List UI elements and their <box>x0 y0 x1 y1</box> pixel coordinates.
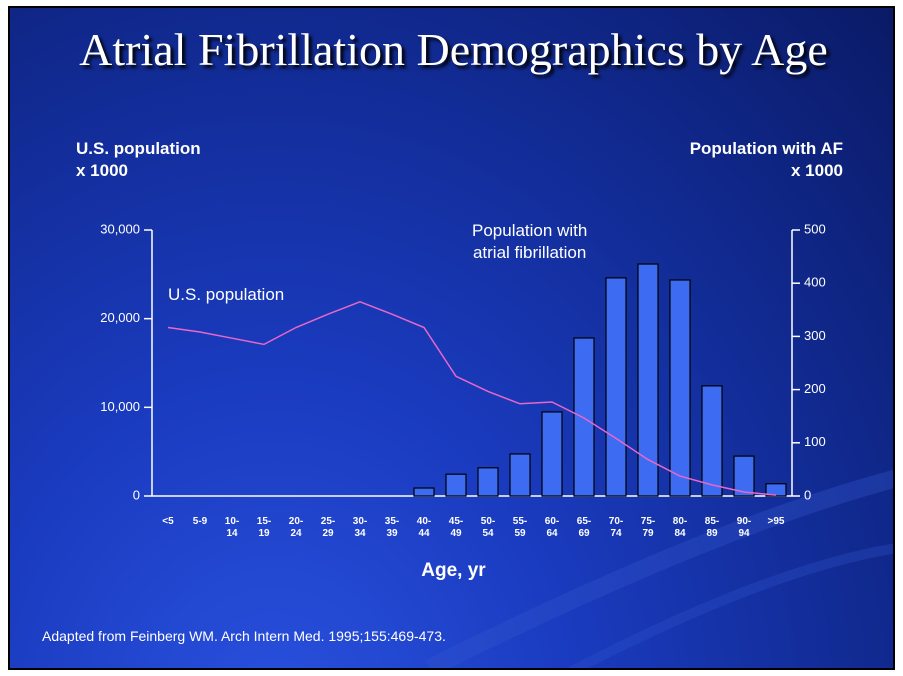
x-tick-label: 90-94 <box>736 516 752 539</box>
bar <box>413 487 435 497</box>
x-tick-label: >95 <box>767 516 785 527</box>
line <box>167 300 777 496</box>
series-label: Population with atrial fibrillation <box>472 221 588 262</box>
y2-tick-label: 400 <box>804 275 826 290</box>
x-tick-label: 5-9 <box>192 516 208 527</box>
bar <box>509 453 531 497</box>
bar <box>701 385 723 497</box>
decor-swoosh <box>567 543 893 668</box>
series-label: U.S. population <box>168 285 285 304</box>
bar <box>477 467 499 497</box>
bar <box>605 277 627 497</box>
y-axis-title: U.S. population x 1000 <box>76 139 201 180</box>
y2-tick-label: 300 <box>804 328 826 343</box>
y2-tick-label: 100 <box>804 434 826 449</box>
y2-axis-title: Population with AF x 1000 <box>689 139 843 180</box>
x-tick-label: 80-84 <box>672 516 688 539</box>
x-tick-label: 35-39 <box>384 516 400 539</box>
x-tick-label: <5 <box>162 516 174 527</box>
x-tick-label: 50-54 <box>480 516 496 539</box>
y2-tick-label: 500 <box>804 221 826 236</box>
bar <box>445 473 467 497</box>
y2-tick-label: 0 <box>804 487 811 502</box>
chart: 0 10,000 20,000 30,000 0 100 200 300 400 500 <box>100 221 893 668</box>
bar <box>573 337 595 497</box>
bar <box>733 455 755 497</box>
x-tick-label: 75-79 <box>640 516 656 539</box>
x-tick-label: 30-34 <box>352 516 368 539</box>
y-tick-label: 0 <box>133 487 140 502</box>
decor-swoosh <box>425 469 893 668</box>
x-tick-label: 25-29 <box>320 516 336 539</box>
slide: 0 10,000 20,000 30,000 0 100 200 300 400 500 Atri… <box>8 6 895 670</box>
source-note: Adapted from Feinberg WM. Arch Intern Me… <box>42 628 446 644</box>
y-tick-label: 20,000 <box>100 310 140 325</box>
x-tick-label: 85-89 <box>704 516 720 539</box>
x-tick-label: 60-64 <box>544 516 560 539</box>
x-axis-title: Age, yr <box>421 560 486 581</box>
bar <box>541 411 563 497</box>
bar <box>669 279 691 497</box>
bar <box>637 263 659 497</box>
x-tick-label: 20-24 <box>288 516 304 539</box>
x-tick-label: 45-49 <box>448 516 464 539</box>
chart-title: Atrial Fibrillation Demographics by Age <box>79 24 828 75</box>
y-tick-label: 30,000 <box>100 221 140 236</box>
y2-tick-label: 200 <box>804 381 826 396</box>
x-tick-label: 15-19 <box>256 516 272 539</box>
x-tick-label: 70-74 <box>608 516 624 539</box>
bar <box>765 483 787 497</box>
x-tick-label: 10-14 <box>224 516 240 539</box>
x-tick-label: 65-69 <box>576 516 592 539</box>
x-tick-label: 55-59 <box>512 516 528 539</box>
y-tick-label: 10,000 <box>100 399 140 414</box>
x-tick-label: 40-44 <box>416 516 432 539</box>
